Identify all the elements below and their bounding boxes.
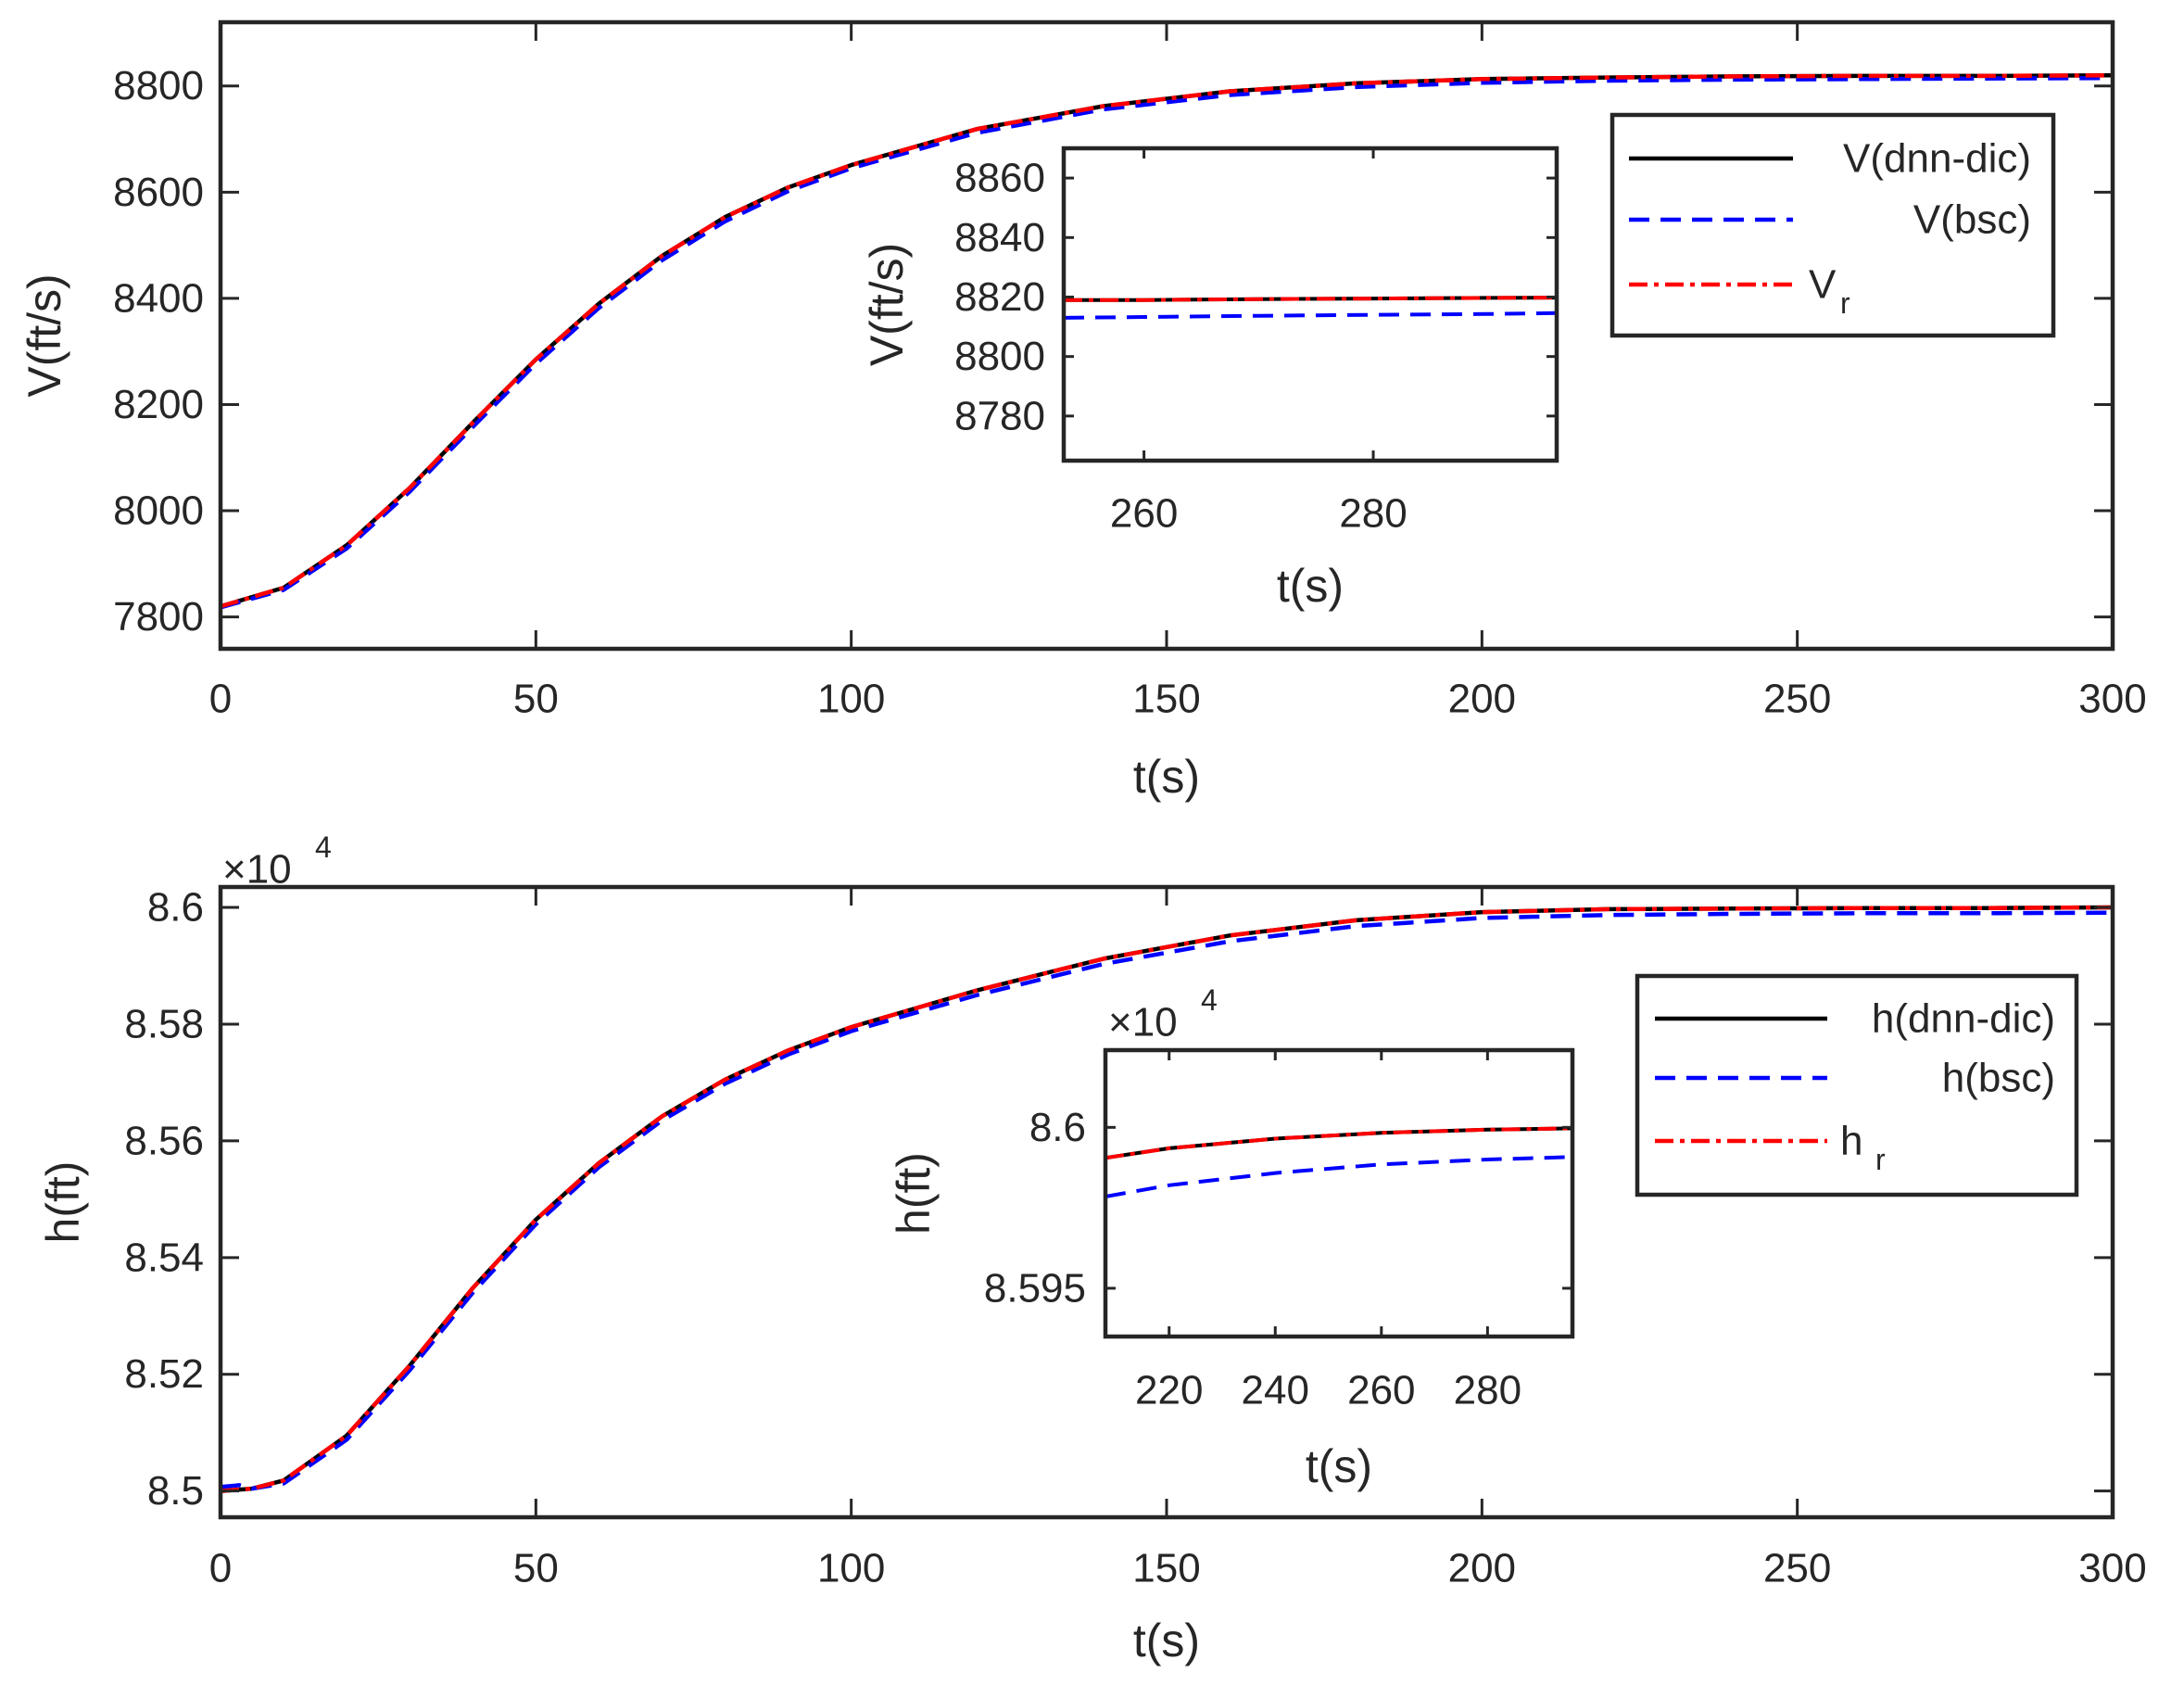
y-tick-label: 8.6 [1029, 1105, 1086, 1150]
x-tick-label: 150 [1132, 1546, 1200, 1591]
series-line-v-bsc- [221, 75, 2113, 610]
y-tick-label: 8600 [113, 170, 204, 215]
y-tick-label: 8.6 [147, 885, 204, 931]
legend-label: V(bsc) [1913, 197, 2031, 243]
legend-label: V [1809, 262, 1837, 308]
x-tick-label: 50 [513, 1546, 559, 1591]
x-tick-label: 50 [513, 677, 559, 722]
y-tick-label: 8.56 [124, 1118, 204, 1163]
axis-exponent-power: 4 [315, 830, 332, 864]
y-tick-label: 7800 [113, 594, 204, 640]
x-tick-label: 250 [1763, 1546, 1831, 1591]
y-axis-label: h(ft) [888, 1152, 940, 1235]
chart-top_inset: 260 280 8780 8800 8820 8840 8860 t(s) V(ft/s) [861, 146, 1559, 612]
plot-area [1105, 1050, 1572, 1337]
series-group [221, 73, 2113, 610]
y-axis-label: V(ft/s) [19, 273, 70, 397]
series-line-vr [221, 73, 2113, 609]
legend-label: h(dnn-dic) [1872, 996, 2055, 1042]
y-tick-label: 8800 [113, 63, 204, 108]
x-axis-label: t(s) [1133, 751, 1200, 803]
legend-label: V(dnn-dic) [1843, 136, 2031, 182]
series-line-hr [1105, 1126, 1572, 1160]
x-tick-label: 100 [817, 1546, 885, 1591]
x-tick-label: 260 [1347, 1368, 1415, 1413]
y-tick-label: 8.595 [984, 1265, 1086, 1311]
y-tick-label: 8400 [113, 275, 204, 321]
x-tick-label: 300 [2078, 1546, 2146, 1591]
y-tick-label: 8.52 [124, 1351, 204, 1397]
legend-label: h(bsc) [1942, 1056, 2055, 1101]
y-tick-label: 8200 [113, 382, 204, 427]
x-tick-label: 200 [1448, 1546, 1516, 1591]
y-tick-label: 8820 [954, 274, 1045, 320]
x-tick-label: 150 [1132, 677, 1200, 722]
x-tick-label: 0 [209, 1546, 232, 1591]
x-tick-label: 280 [1454, 1368, 1521, 1413]
y-tick-label: 8000 [113, 488, 204, 534]
x-axis-label: t(s) [1277, 560, 1344, 612]
y-tick-label: 8.54 [124, 1235, 204, 1280]
x-axis-label: t(s) [1306, 1440, 1372, 1492]
y-tick-label: 8800 [954, 334, 1045, 379]
x-tick-label: 220 [1135, 1368, 1203, 1413]
y-tick-label: 8860 [954, 156, 1045, 201]
legend-label-subscript: r [1840, 286, 1850, 320]
x-tick-label: 280 [1339, 491, 1407, 537]
y-tick-label: 8780 [954, 393, 1045, 438]
x-tick-label: 0 [209, 677, 232, 722]
legend-box [1610, 112, 2056, 338]
series-group [1064, 296, 1557, 320]
y-axis-label: h(ft) [37, 1161, 89, 1244]
axis-exponent-power: 4 [1201, 983, 1218, 1017]
chart-bottom_main: 0 50 100 150 200 250 300 8.5 8.52 8.54 8.56 8.58 8.6… [37, 830, 2147, 1666]
legend-label-subscript: r [1875, 1143, 1886, 1176]
series-line-h-bsc- [1105, 1155, 1572, 1198]
series-group [221, 905, 2113, 1493]
x-tick-label: 200 [1448, 677, 1516, 722]
legend-top_main: V(dnn-dic) V(bsc) V r [1610, 112, 2056, 338]
series-line-vr [1064, 296, 1557, 302]
x-tick-label: 300 [2078, 677, 2146, 722]
x-tick-label: 260 [1110, 491, 1178, 537]
series-line-h-bsc- [221, 910, 2113, 1491]
y-axis-label: V(ft/s) [861, 243, 913, 366]
axes-box [1103, 1047, 1575, 1339]
x-tick-label: 240 [1242, 1368, 1309, 1413]
x-tick-label: 250 [1763, 677, 1831, 722]
y-tick-label: 8840 [954, 215, 1045, 260]
plot-area [1064, 148, 1557, 461]
y-tick-label: 8.5 [147, 1468, 204, 1514]
axis-exponent-label: ×10 [222, 847, 292, 893]
y-tick-label: 8.58 [124, 1001, 204, 1046]
series-line-hr [221, 905, 2113, 1493]
axes-box [1061, 146, 1559, 463]
x-tick-label: 100 [817, 677, 885, 722]
series-group [1105, 1126, 1572, 1198]
x-axis-label: t(s) [1133, 1615, 1200, 1666]
chart-bottom_inset: 220 240 260 280 8.595 8.6 t(s) h(ft) ×10 4 [888, 983, 1575, 1492]
legend-label: h [1840, 1119, 1862, 1164]
legend-bottom_main: h(dnn-dic) h(bsc) h r [1635, 973, 2079, 1197]
axis-exponent-label: ×10 [1108, 1000, 1178, 1045]
series-line-v-bsc- [1064, 310, 1557, 320]
legend-box [1635, 973, 2079, 1197]
